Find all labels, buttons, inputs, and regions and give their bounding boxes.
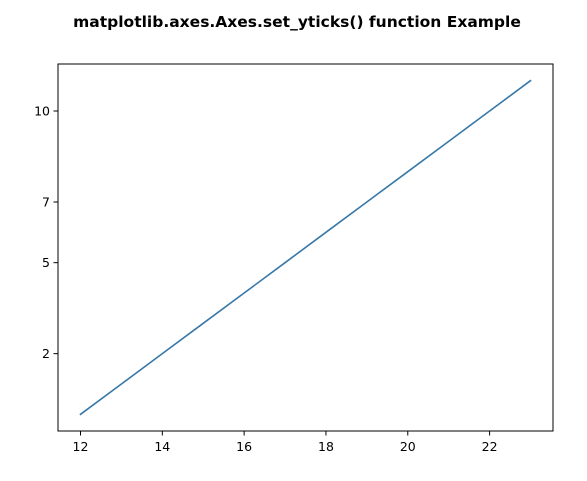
x-tick-label: 16 xyxy=(236,439,252,454)
y-tick-label: 5 xyxy=(42,255,50,270)
chart-title: matplotlib.axes.Axes.set_yticks() functi… xyxy=(73,13,521,31)
axes-frame xyxy=(57,63,554,432)
x-tick-label: 14 xyxy=(154,439,170,454)
y-tick-label: 7 xyxy=(42,195,50,210)
y-tick-label: 2 xyxy=(42,346,50,361)
x-tick-label: 20 xyxy=(400,439,416,454)
y-tick-label: 10 xyxy=(34,104,50,119)
x-tick-label: 18 xyxy=(318,439,334,454)
x-tick-label: 22 xyxy=(482,439,498,454)
series-line-0 xyxy=(79,79,532,416)
x-tick-label: 12 xyxy=(73,439,89,454)
